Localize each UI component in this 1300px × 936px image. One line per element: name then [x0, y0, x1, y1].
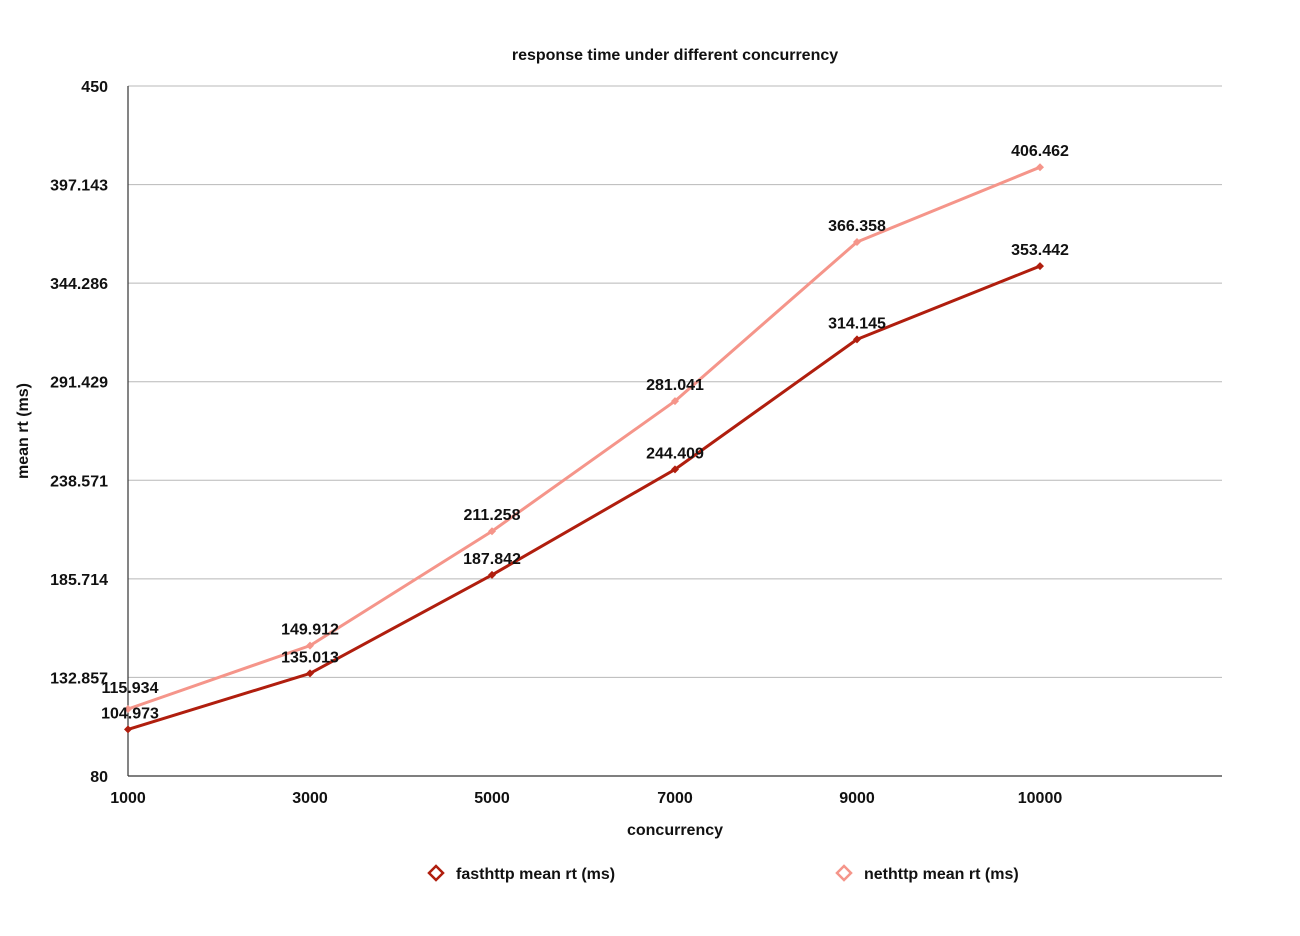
data-label: 149.912 [281, 622, 339, 639]
series-line [127, 165, 1041, 711]
legend-label: nethttp mean rt (ms) [864, 866, 1019, 883]
x-tick-label: 9000 [839, 790, 875, 807]
data-point-marker [306, 641, 314, 650]
data-point-marker [671, 465, 679, 474]
data-label: 115.934 [102, 680, 159, 697]
x-tick-labels: 1000 3000 5000 7000 9000 10000 [110, 790, 1062, 807]
y-tick-label: 397.143 [50, 178, 108, 195]
data-label: 281.041 [646, 377, 704, 394]
gridlines [128, 85, 1222, 678]
y-tick-label: 291.429 [50, 375, 108, 392]
data-point-marker [124, 704, 132, 713]
data-point-marker [488, 570, 496, 579]
x-tick-label: 5000 [474, 790, 510, 807]
axes [127, 86, 1222, 777]
data-point-marker [853, 237, 861, 246]
y-axis-label: mean rt (ms) [15, 383, 32, 479]
data-point-marker [306, 669, 314, 678]
data-label: 244.409 [646, 445, 704, 462]
y-tick-labels: 80 132.857 185.714 238.571 291.429 344.286 397… [50, 79, 108, 786]
data-label: 366.358 [828, 218, 886, 235]
data-label: 135.013 [281, 649, 339, 666]
y-tick-label: 132.857 [50, 670, 108, 687]
legend: fasthttp mean rt (ms) nethttp mean rt (ms… [427, 864, 1019, 883]
data-label: 353.442 [1011, 242, 1069, 259]
data-label: 406.462 [1011, 143, 1069, 160]
data-label: 104.973 [101, 705, 159, 722]
y-tick-label: 238.571 [50, 473, 108, 490]
chart-title: response time under different concurrenc… [512, 47, 838, 64]
y-tick-label: 185.714 [50, 572, 108, 589]
y-tick-label: 344.286 [50, 276, 108, 293]
x-tick-label: 10000 [1018, 790, 1063, 807]
data-point-marker [671, 397, 679, 406]
legend-marker [427, 864, 445, 882]
series-group: 115.934 149.912 211.258 281.041 366.358 406.4… [101, 143, 1069, 734]
data-point-marker [488, 527, 496, 536]
x-tick-label: 3000 [292, 790, 328, 807]
data-label: 211.258 [464, 507, 521, 524]
series-line [127, 264, 1041, 731]
x-tick-label: 1000 [110, 790, 146, 807]
data-point-marker [1036, 163, 1044, 172]
x-axis-label: concurrency [627, 822, 723, 839]
y-tick-label: 450 [81, 79, 108, 96]
data-label: 187.842 [463, 551, 521, 568]
x-tick-label: 7000 [657, 790, 693, 807]
data-label: 314.145 [828, 315, 886, 332]
legend-marker [835, 864, 853, 882]
data-point-marker [1036, 262, 1044, 271]
data-point-marker [124, 725, 132, 734]
y-tick-label: 80 [90, 769, 108, 786]
legend-label: fasthttp mean rt (ms) [456, 866, 615, 883]
data-point-marker [853, 335, 861, 344]
